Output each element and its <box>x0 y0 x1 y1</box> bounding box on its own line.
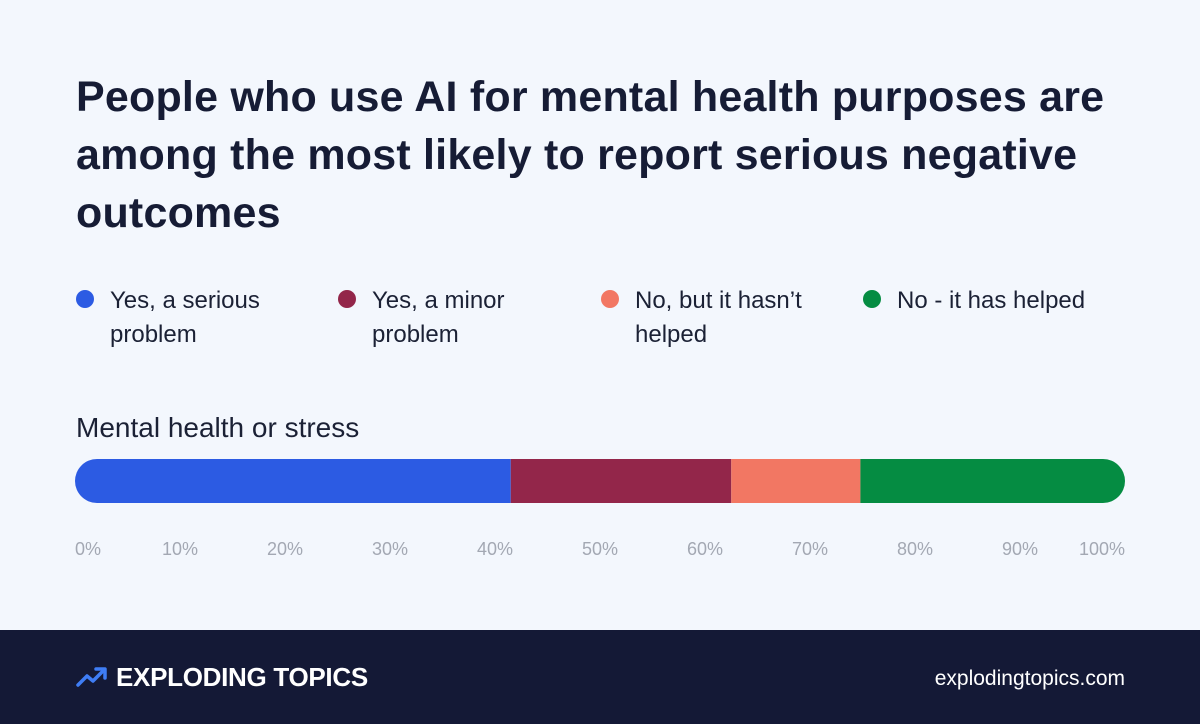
x-tick-label: 0% <box>75 539 102 559</box>
x-tick-label: 100% <box>1078 539 1125 559</box>
x-tick-label: 80% <box>896 539 934 559</box>
brand-name: EXPLODING TOPICS <box>116 662 368 692</box>
legend: Yes, a serious problem Yes, a minor prob… <box>76 284 1156 354</box>
footer: EXPLODING TOPICS explodingtopics.com <box>0 630 1200 724</box>
x-tick-label: 70% <box>791 539 829 559</box>
legend-dot <box>76 290 94 308</box>
legend-label: Yes, a minor problem <box>372 287 505 348</box>
legend-dot <box>863 290 881 308</box>
x-tick-label: 50% <box>581 539 619 559</box>
legend-label: Yes, a serious problem <box>110 287 260 348</box>
site-link[interactable]: explodingtopics.com <box>934 667 1125 690</box>
legend-dot <box>601 290 619 308</box>
x-tick-label: 40% <box>476 539 514 559</box>
bar-segments <box>75 459 1125 503</box>
legend-label: No - it has helped <box>897 287 1086 314</box>
bar-segment-1 <box>75 459 511 503</box>
bar-segment-3 <box>731 459 861 503</box>
legend-label: No, but it hasn’t helped <box>635 287 802 348</box>
trending-arrow-icon <box>76 667 107 687</box>
x-axis-ticks: 0% 10% 20% 30% 40% 50% 60% 70% 80% 90% 100% <box>0 536 1200 566</box>
x-tick-label: 30% <box>371 539 409 559</box>
stacked-bar-chart <box>75 459 1125 503</box>
category-label: Mental health or stress <box>76 412 360 443</box>
chart-title: People who use AI for mental health purp… <box>76 73 1105 237</box>
bar-segment-4 <box>860 459 1125 503</box>
bar-segment-2 <box>510 459 732 503</box>
x-tick-label: 90% <box>1001 539 1039 559</box>
x-tick-label: 60% <box>686 539 724 559</box>
legend-dot <box>338 290 356 308</box>
x-tick-label: 20% <box>266 539 304 559</box>
x-tick-label: 10% <box>161 539 199 559</box>
